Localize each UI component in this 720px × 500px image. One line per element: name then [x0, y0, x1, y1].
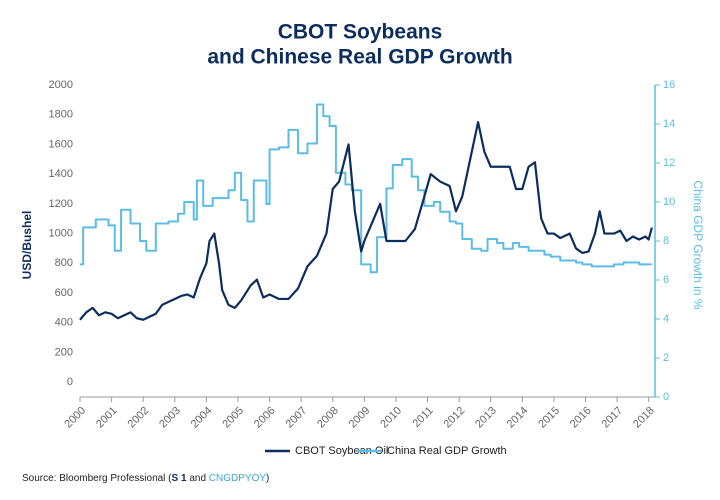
y-tick-label: 1400 — [49, 168, 73, 180]
line — [79, 121, 653, 321]
y2-axis-title: China GDP Growth in % — [691, 180, 705, 309]
x-tick-label: 2017 — [599, 405, 625, 431]
y-tick-label: 1600 — [49, 138, 73, 150]
x-tick-label: 2010 — [378, 405, 404, 431]
x-tick-label: 2007 — [284, 405, 310, 431]
y2-tick-label: 10 — [663, 196, 675, 208]
chart-title: CBOT Soybeans — [278, 21, 443, 44]
y2-tick-label: 8 — [663, 235, 669, 247]
x-tick-label: 2015 — [536, 405, 562, 431]
source-code: CNGDPYOY — [209, 473, 267, 484]
y-tick-label: 1000 — [49, 227, 73, 239]
source-text: and — [187, 473, 209, 484]
x-tick-label: 2008 — [315, 405, 341, 431]
legend-label: CBOT Soybean Oil — [295, 445, 388, 457]
y-tick-label: 1800 — [49, 109, 73, 121]
y-axis-title: USD/Bushel — [20, 211, 34, 280]
source: Source: Bloomberg Professional (S 1 and … — [22, 473, 269, 484]
y2-tick-label: 2 — [663, 352, 669, 364]
x-tick-label: 2001 — [94, 405, 120, 431]
y2-tick-label: 12 — [663, 157, 675, 169]
y-tick-label: 400 — [55, 317, 73, 329]
x-tick-label: 2006 — [252, 405, 278, 431]
x-tick-label: 2004 — [189, 405, 215, 431]
legend-label: China Real GDP Growth — [387, 445, 507, 457]
x-tick-label: 2018 — [631, 405, 657, 431]
y-tick-label: 800 — [55, 257, 73, 269]
y-tick-label: 600 — [55, 287, 73, 299]
x-tick-label: 2014 — [505, 405, 531, 431]
y2-tick-label: 0 — [663, 391, 669, 403]
y-tick-label: 1200 — [49, 198, 73, 210]
x-tick-label: 2002 — [126, 405, 152, 431]
y2-tick-label: 14 — [663, 118, 675, 130]
x-tick-label: 2013 — [473, 405, 499, 431]
x-tick-label: 2009 — [347, 405, 373, 431]
x-tick-label: 2011 — [410, 405, 435, 430]
line — [80, 103, 652, 274]
x-tick-label: 2003 — [157, 405, 183, 431]
source-text: ) — [266, 473, 269, 484]
chart-title: and Chinese Real GDP Growth — [207, 46, 512, 69]
x-tick-label: 2016 — [568, 405, 594, 431]
y-tick-label: 2000 — [49, 79, 73, 91]
y2-tick-label: 16 — [663, 79, 675, 91]
source-code: S 1 — [172, 473, 187, 484]
y-tick-label: 200 — [55, 346, 73, 358]
y-tick-label: 0 — [67, 376, 73, 388]
y2-tick-label: 6 — [663, 274, 669, 286]
source-text: Source: Bloomberg Professional ( — [22, 473, 172, 484]
x-tick-label: 2005 — [220, 405, 246, 431]
y2-tick-label: 4 — [663, 313, 669, 325]
x-tick-label: 2012 — [441, 405, 467, 431]
x-tick-label: 2000 — [62, 405, 88, 431]
